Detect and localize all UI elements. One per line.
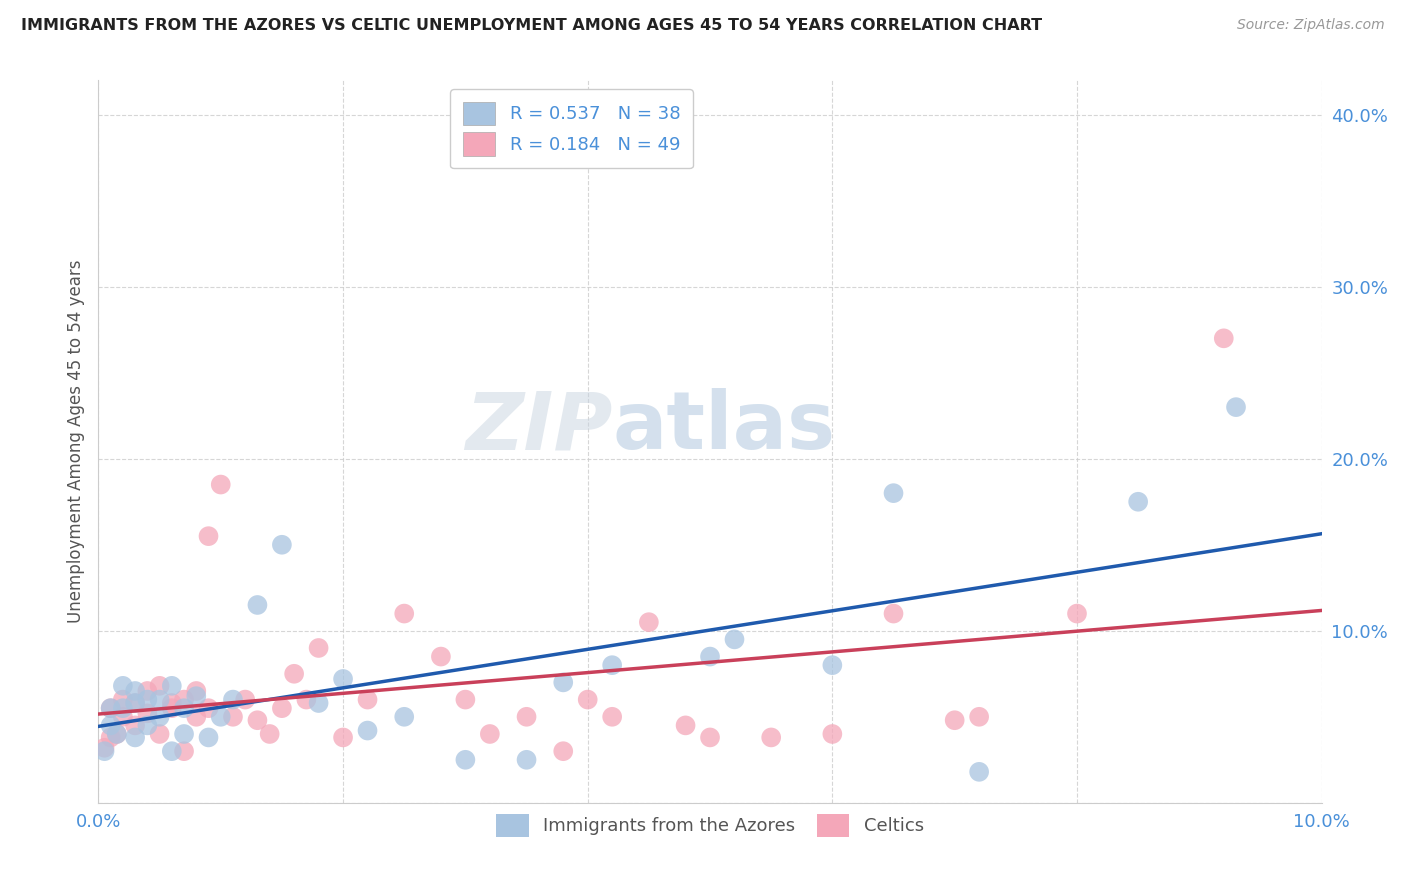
Point (283, 666, 305, 681)
Point (270, 701, 292, 715)
Point (124, 731, 146, 745)
Point (100, 718, 122, 732)
Point (308, 696, 330, 710)
Point (332, 731, 354, 745)
Point (149, 679, 172, 693)
Point (197, 731, 219, 745)
Point (149, 710, 172, 724)
Point (392, 607, 416, 621)
Point (576, 692, 599, 706)
Point (111, 679, 134, 693)
Point (967, 710, 990, 724)
Point (246, 598, 269, 612)
Point (222, 710, 245, 724)
Point (259, 727, 281, 741)
Point (111, 701, 134, 715)
Point (478, 727, 501, 741)
Point (516, 753, 538, 767)
Point (943, 713, 966, 727)
Point (553, 675, 575, 690)
Point (295, 692, 318, 706)
Point (308, 640, 330, 655)
Point (136, 718, 159, 732)
Point (430, 649, 453, 664)
Point (356, 692, 378, 706)
Point (124, 684, 146, 698)
Point (173, 692, 195, 706)
Point (553, 744, 575, 758)
Point (197, 529, 219, 543)
Point (197, 701, 219, 715)
Y-axis label: Unemployment Among Ages 45 to 54 years: Unemployment Among Ages 45 to 54 years (66, 260, 84, 624)
Point (186, 684, 208, 698)
Point (883, 607, 905, 621)
Point (173, 744, 195, 758)
Point (233, 692, 256, 706)
Point (160, 701, 183, 715)
Point (160, 744, 183, 758)
Point (136, 684, 159, 698)
Text: ZIP: ZIP (465, 388, 612, 467)
Point (454, 753, 477, 767)
Point (105, 727, 128, 741)
Point (1225, 400, 1247, 414)
Point (883, 486, 905, 500)
Point (160, 679, 183, 693)
Point (149, 692, 172, 706)
Point (105, 727, 128, 741)
Point (821, 727, 844, 741)
Point (967, 764, 990, 779)
Point (1066, 607, 1088, 621)
Point (270, 538, 292, 552)
Point (136, 692, 159, 706)
Point (173, 727, 195, 741)
Point (100, 701, 122, 715)
Point (1128, 494, 1150, 508)
Point (209, 710, 232, 724)
Point (516, 710, 538, 724)
Point (675, 718, 697, 732)
Point (173, 701, 195, 715)
Point (111, 710, 134, 724)
Point (222, 692, 245, 706)
Point (100, 701, 122, 715)
Point (93, 744, 115, 758)
Point (392, 710, 416, 724)
Legend: Immigrants from the Azores, Celtics: Immigrants from the Azores, Celtics (489, 806, 931, 845)
Point (124, 696, 146, 710)
Point (124, 718, 146, 732)
Point (600, 710, 623, 724)
Point (100, 731, 122, 745)
Point (332, 672, 354, 686)
Point (246, 713, 269, 727)
Point (699, 649, 721, 664)
Text: atlas: atlas (612, 388, 835, 467)
Point (759, 731, 782, 745)
Point (186, 689, 208, 703)
Text: Source: ZipAtlas.com: Source: ZipAtlas.com (1237, 18, 1385, 32)
Point (821, 658, 844, 673)
Point (149, 727, 172, 741)
Point (637, 615, 661, 630)
Point (124, 696, 146, 710)
Text: IMMIGRANTS FROM THE AZORES VS CELTIC UNEMPLOYMENT AMONG AGES 45 TO 54 YEARS CORR: IMMIGRANTS FROM THE AZORES VS CELTIC UNE… (21, 18, 1042, 33)
Point (1212, 331, 1234, 345)
Point (454, 692, 477, 706)
Point (356, 723, 378, 738)
Point (723, 632, 745, 647)
Point (111, 692, 134, 706)
Point (209, 477, 232, 491)
Point (160, 696, 183, 710)
Point (186, 710, 208, 724)
Point (600, 658, 623, 673)
Point (136, 706, 159, 721)
Point (93, 740, 115, 755)
Point (699, 731, 721, 745)
